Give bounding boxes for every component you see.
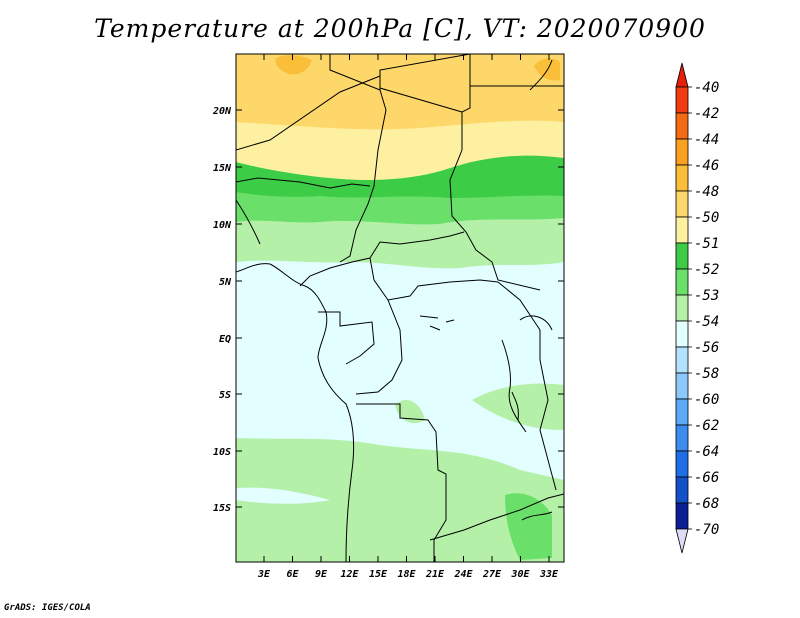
colorbar-swatch (675, 268, 689, 296)
lon-tick-label: 24E (453, 569, 473, 580)
colorbar-label: -56 (694, 340, 719, 356)
river-segments (419, 315, 455, 331)
colorbar-label: -48 (694, 184, 719, 200)
colorbar-label: -42 (694, 106, 719, 122)
field-patch-center (395, 400, 425, 424)
colorbar-label: -40 (694, 80, 719, 96)
colorbar-label: -70 (694, 522, 719, 538)
chart-title: Temperature at 200hPa [C], VT: 202007090… (94, 14, 706, 43)
lon-tick-label: 6E (286, 569, 299, 580)
colorbar-label: -64 (694, 444, 719, 460)
lat-tick-label: 10S (213, 447, 231, 458)
colorbar-label: -66 (694, 470, 719, 486)
colorbar-swatch (675, 398, 689, 426)
border-drc-congo (355, 299, 403, 395)
colorbar-swatch (675, 424, 689, 452)
colorbar-label: -53 (694, 288, 719, 304)
colorbar-label: -52 (694, 262, 719, 278)
lat-tick-label: 15N (213, 163, 232, 174)
colorbar-label: -62 (694, 418, 719, 434)
field-patch-orange (275, 55, 312, 75)
field-band-south2 (236, 503, 430, 560)
colorbar-label: -54 (694, 314, 719, 330)
colorbar-swatch (675, 86, 689, 114)
field-band-dark-green (236, 151, 564, 198)
colorbar-label: -58 (694, 366, 719, 382)
longitude-ticks: 3E 6E 9E 12E 15E 18E 21E 24E 27E 30E 33E (257, 54, 559, 580)
credit-label: GrADS: IGES/COLA (4, 603, 91, 613)
border-angola (356, 403, 447, 562)
border-gabon-congo (318, 311, 375, 365)
colorbar-swatch (675, 502, 689, 530)
lat-tick-label: 5N (219, 277, 232, 288)
latitude-ticks: 20N 15N 10N 5N EQ 5S 10S 15S (212, 106, 564, 514)
lon-tick-label: 27E (482, 569, 502, 580)
colorbar-swatch (675, 216, 689, 244)
colorbar-label: -44 (694, 132, 719, 148)
lon-tick-label: 9E (315, 569, 328, 580)
colorbar-swatch (675, 476, 689, 504)
colorbar-label: -60 (694, 392, 719, 408)
colorbar-label: -68 (694, 496, 719, 512)
border-sudan (449, 149, 541, 291)
border-benin (236, 199, 261, 245)
colorbar-swatch (675, 138, 689, 166)
temperature-field (236, 54, 564, 562)
lon-tick-label: 33E (539, 569, 559, 580)
red-sea-coast (529, 59, 553, 91)
map-frame (235, 53, 565, 563)
lat-tick-label: 5S (219, 390, 231, 401)
boundaries (236, 54, 564, 562)
colorbar-swatch (675, 450, 689, 478)
border-car-north (299, 231, 465, 287)
border-east (497, 281, 557, 491)
colorbar-swatch (675, 346, 689, 374)
lon-tick-label: 18E (397, 569, 416, 580)
colorbar-bottom-arrow (675, 528, 689, 554)
lon-tick-label: 12E (340, 569, 359, 580)
colorbar-swatch (675, 242, 689, 270)
west-coastline (236, 263, 355, 562)
field-patch-orange2 (534, 58, 560, 81)
colorbar-swatch (675, 372, 689, 400)
border-libya-egypt (329, 54, 471, 150)
colorbar: -40 -42 -44 -46 -48 -50 -51 -52 -53 -54 -56 -58 -60 -… (675, 62, 719, 554)
lon-tick-label: 3E (257, 569, 271, 580)
lon-tick-label: 15E (369, 569, 388, 580)
lon-tick-label: 30E (510, 569, 530, 580)
lake-tanganyika (511, 391, 519, 421)
border-niger (236, 75, 381, 151)
lat-tick-label: 20N (212, 106, 232, 117)
border-car-south (369, 257, 499, 301)
lat-tick-label: 15S (213, 503, 231, 514)
border-chad-north (379, 87, 463, 113)
colorbar-swatch (675, 164, 689, 192)
colorbar-swatch (675, 320, 689, 348)
colorbar-swatch (675, 112, 689, 140)
colorbar-label: -50 (694, 210, 719, 226)
border-nigeria-north (236, 177, 371, 189)
colorbar-top-arrow (675, 62, 689, 88)
border-zambia-south (429, 493, 564, 541)
lat-tick-label: EQ (219, 334, 231, 345)
field-band-pale-yellow (236, 117, 564, 180)
field-stripe-south (236, 487, 330, 504)
lake-victoria (519, 315, 553, 331)
lat-tick-label: 10N (213, 220, 232, 231)
colorbar-label: -46 (694, 158, 719, 174)
lon-tick-label: 21E (425, 569, 445, 580)
colorbar-swatch (675, 190, 689, 218)
colorbar-swatch (675, 294, 689, 322)
field-band-yellow (236, 54, 564, 130)
field-patch-se (505, 493, 552, 560)
border-chad-west (339, 89, 387, 263)
colorbar-label: -51 (694, 236, 719, 252)
lake-kariba (521, 511, 553, 521)
